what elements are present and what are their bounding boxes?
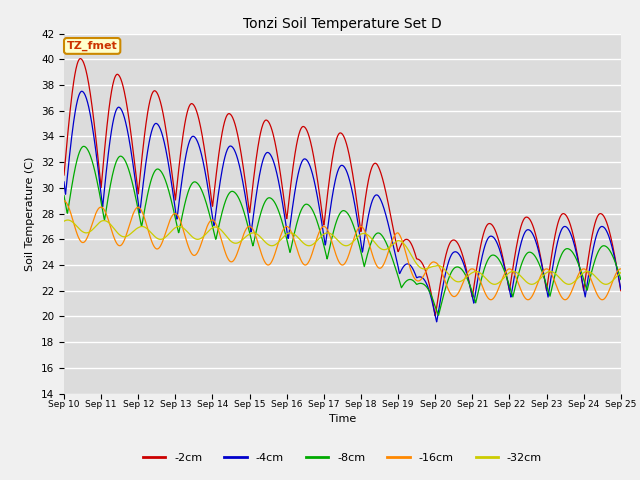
-32cm [502,273,510,278]
-8cm [429,298,437,303]
-32cm [171,225,179,231]
X-axis label: Time: Time [329,414,356,424]
-8cm [552,271,559,276]
-32cm [184,230,192,236]
Line: -4cm: -4cm [64,91,621,322]
Legend: -2cm, -4cm, -8cm, -16cm, -32cm: -2cm, -4cm, -8cm, -16cm, -32cm [138,448,547,467]
-32cm [429,264,437,269]
Text: TZ_fmet: TZ_fmet [67,41,118,51]
-2cm [429,301,437,307]
Line: -8cm: -8cm [64,146,621,315]
-16cm [246,224,254,229]
-2cm [431,313,439,319]
-8cm [60,193,68,199]
Line: -32cm: -32cm [64,220,621,284]
-4cm [502,272,510,278]
-4cm [617,286,625,292]
-4cm [78,88,86,94]
-32cm [617,270,625,276]
-8cm [171,212,179,218]
-16cm [598,297,606,302]
-2cm [60,172,68,178]
-2cm [502,271,510,277]
-4cm [552,249,559,255]
-2cm [171,192,179,198]
Y-axis label: Soil Temperature (C): Soil Temperature (C) [26,156,35,271]
-8cm [502,273,510,279]
-2cm [184,106,192,112]
-16cm [429,259,436,265]
-32cm [246,231,254,237]
-2cm [552,231,559,237]
Line: -16cm: -16cm [64,201,621,300]
-16cm [502,269,509,275]
-16cm [184,242,191,248]
-4cm [429,303,437,309]
-8cm [184,189,192,194]
-8cm [435,312,442,318]
-8cm [80,144,88,149]
-16cm [170,211,178,216]
-2cm [76,56,84,61]
-32cm [491,281,499,287]
-16cm [617,266,625,272]
-4cm [246,227,254,232]
-16cm [551,278,559,284]
-4cm [171,202,179,208]
-8cm [617,276,625,282]
-2cm [246,203,254,208]
-32cm [552,271,559,276]
-2cm [617,288,625,294]
-32cm [60,218,68,224]
-4cm [184,143,192,148]
-16cm [60,198,68,204]
-32cm [64,217,72,223]
-4cm [433,319,440,325]
-4cm [60,179,68,185]
-8cm [246,233,254,239]
Title: Tonzi Soil Temperature Set D: Tonzi Soil Temperature Set D [243,17,442,31]
Line: -2cm: -2cm [64,59,621,316]
